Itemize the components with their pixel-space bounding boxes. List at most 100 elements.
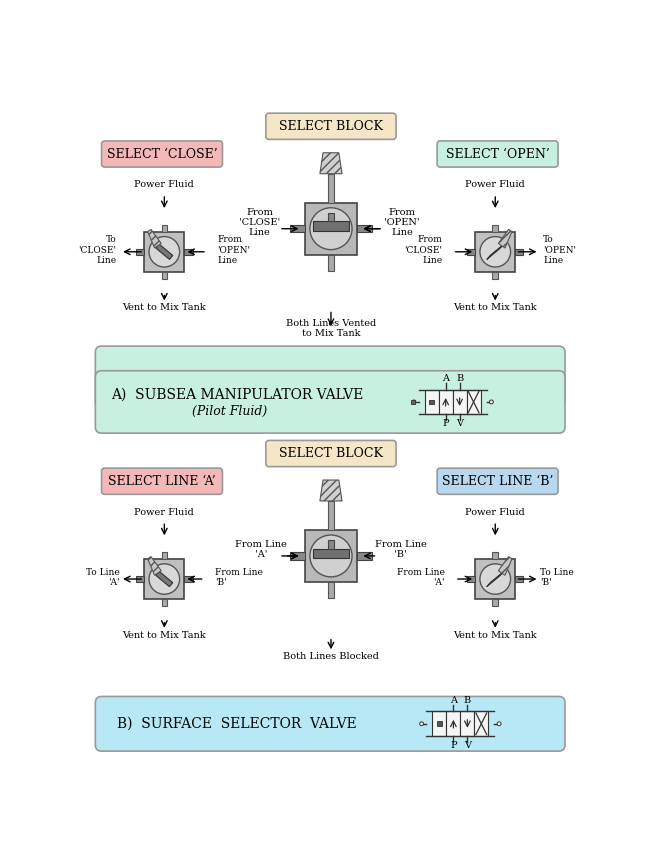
Text: (Pilot Fluid): (Pilot Fluid) [192,405,267,418]
Text: SELECT BLOCK: SELECT BLOCK [279,447,383,460]
Text: To Line
'B': To Line 'B' [541,567,574,587]
Bar [144,232,184,272]
Text: From
'OPEN'
Line: From 'OPEN' Line [384,208,420,237]
Polygon shape [499,556,512,575]
Text: From Line
'B': From Line 'B' [375,540,426,560]
Bar [357,552,372,560]
FancyBboxPatch shape [437,141,558,167]
Text: B: B [464,696,471,706]
Bar [290,552,304,560]
Bar [136,249,144,255]
Text: To
'OPEN'
Line: To 'OPEN' Line [543,235,576,265]
Bar [437,722,442,726]
Text: SELECT BLOCK: SELECT BLOCK [279,119,383,133]
Text: SELECT LINE ‘B’: SELECT LINE ‘B’ [442,475,553,488]
Bar [461,711,474,736]
FancyBboxPatch shape [266,113,396,140]
Text: SELECT ‘CLOSE’: SELECT ‘CLOSE’ [106,147,217,160]
Bar [144,559,184,599]
Text: Both Lines Vented
to Mix Tank: Both Lines Vented to Mix Tank [286,319,376,339]
Bar [328,213,334,221]
Text: Vent to Mix Tank: Vent to Mix Tank [453,631,537,639]
Text: From
'OPEN'
Line: From 'OPEN' Line [217,235,250,265]
Bar [515,249,524,255]
Text: A: A [450,696,457,706]
Text: B)  SURFACE  SELECTOR  VALVE: B) SURFACE SELECTOR VALVE [117,717,357,731]
Bar [313,221,350,230]
Circle shape [149,564,180,595]
Bar [328,501,334,529]
Bar [161,272,167,279]
Circle shape [412,400,416,404]
Bar [424,390,439,414]
Polygon shape [487,572,504,587]
Text: From
'CLOSE'
Line: From 'CLOSE' Line [239,208,281,237]
Text: Both Lines Blocked: Both Lines Blocked [283,651,379,661]
Circle shape [490,400,493,404]
Bar [492,272,498,279]
Bar [136,576,144,582]
Circle shape [149,236,180,267]
Bar [161,551,167,559]
Bar [433,711,446,736]
Bar [453,390,466,414]
Text: From Line
'B': From Line 'B' [215,567,263,587]
Polygon shape [156,572,173,587]
Bar [439,390,453,414]
Text: V: V [464,741,471,750]
Bar [515,576,524,582]
Text: P: P [442,419,449,428]
Bar [475,559,515,599]
Text: To Line
'A': To Line 'A' [86,567,119,587]
Text: Power Fluid: Power Fluid [134,507,194,517]
Bar [161,599,167,606]
Text: Power Fluid: Power Fluid [466,507,525,517]
Bar [467,249,475,255]
Text: From Line
'A': From Line 'A' [397,567,445,587]
Text: SELECT LINE ‘A’: SELECT LINE ‘A’ [108,475,216,488]
Text: Vent to Mix Tank: Vent to Mix Tank [123,631,206,639]
FancyBboxPatch shape [437,468,558,495]
Polygon shape [320,480,342,501]
Polygon shape [487,244,504,259]
Bar [290,225,304,232]
FancyBboxPatch shape [95,696,565,751]
FancyBboxPatch shape [101,141,223,167]
Bar [161,224,167,232]
Polygon shape [499,230,512,248]
Circle shape [310,535,352,577]
Bar [475,232,515,272]
Polygon shape [320,152,342,174]
Bar [184,249,193,255]
Text: B: B [456,374,463,384]
Bar [492,551,498,559]
Text: Vent to Mix Tank: Vent to Mix Tank [123,303,206,313]
Bar [357,225,372,232]
Text: SELECT ‘OPEN’: SELECT ‘OPEN’ [446,147,550,160]
Text: Power Fluid: Power Fluid [466,180,525,189]
Bar [328,174,334,202]
Text: From
'CLOSE'
Line: From 'CLOSE' Line [404,235,442,265]
Bar [411,400,415,404]
Circle shape [480,236,511,267]
Bar [184,576,193,582]
Text: P: P [450,741,457,750]
Circle shape [420,722,424,726]
Circle shape [310,208,352,250]
Text: A: A [442,374,449,384]
Circle shape [480,564,511,595]
Bar [430,400,434,404]
Polygon shape [156,244,173,259]
Bar [304,529,357,582]
Text: From Line
'A': From Line 'A' [235,540,287,560]
Bar [313,549,350,558]
FancyBboxPatch shape [101,468,223,495]
FancyBboxPatch shape [95,346,565,408]
Bar [467,576,475,582]
Bar [466,390,481,414]
FancyBboxPatch shape [95,371,565,433]
Bar [492,224,498,232]
Text: A)  SUBSEA MANIPULATOR VALVE: A) SUBSEA MANIPULATOR VALVE [111,387,363,401]
Bar [474,711,488,736]
Bar [328,255,334,270]
